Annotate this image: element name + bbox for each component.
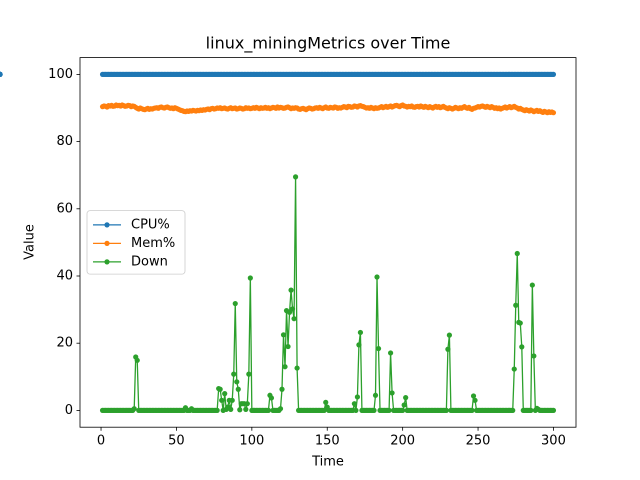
legend-marker (104, 259, 110, 265)
point (353, 407, 359, 413)
point (294, 365, 300, 371)
y-tick-label: 100 (48, 67, 73, 82)
point (228, 406, 234, 412)
point (443, 407, 449, 413)
point (237, 407, 243, 413)
point (0, 71, 3, 77)
point (354, 394, 361, 400)
point (279, 386, 285, 392)
point (550, 110, 557, 116)
x-tick-label: 200 (390, 434, 415, 449)
point (268, 395, 275, 401)
legend-label: Mem% (131, 236, 175, 251)
point (529, 282, 535, 288)
point (357, 329, 364, 336)
point (244, 401, 250, 407)
point (247, 275, 253, 281)
legend-label: CPU% (131, 217, 170, 232)
point (550, 71, 557, 77)
y-tick-label: 60 (56, 201, 73, 216)
point (374, 274, 380, 280)
point (234, 379, 240, 385)
point (375, 345, 382, 352)
point (401, 402, 407, 408)
chart-title: linux_miningMetrics over Time (206, 34, 451, 54)
point (235, 386, 241, 392)
point (243, 406, 249, 412)
point (469, 407, 475, 413)
point (528, 407, 534, 413)
point (400, 407, 406, 413)
legend: CPU% Mem% Down (86, 210, 186, 275)
point (321, 407, 327, 413)
point (550, 407, 557, 413)
point (387, 350, 394, 356)
point (513, 302, 519, 308)
point (217, 386, 223, 392)
point (291, 316, 297, 322)
point (517, 320, 523, 326)
x-tick-label: 100 (239, 434, 264, 449)
point (292, 174, 299, 180)
point (288, 287, 294, 293)
point (472, 397, 478, 403)
y-tick-label: 80 (56, 134, 73, 149)
x-tick-label: 0 (97, 434, 105, 449)
point (232, 300, 238, 307)
point (222, 391, 228, 397)
point (445, 346, 451, 352)
point (286, 309, 293, 315)
x-tick-label: 300 (541, 434, 566, 449)
point (280, 332, 287, 338)
legend-box (86, 210, 186, 275)
y-tick-label: 20 (56, 336, 73, 351)
legend-label: Down (131, 254, 168, 269)
axes-frame (79, 57, 577, 428)
point (514, 250, 520, 257)
y-tick-label: 40 (56, 269, 73, 284)
point (229, 397, 235, 403)
y-axis-label: Value (23, 224, 38, 260)
x-axis-label: Time (311, 455, 344, 470)
point (403, 395, 409, 401)
point (510, 407, 516, 413)
x-tick-label: 250 (466, 434, 491, 449)
point (351, 401, 357, 407)
point (277, 406, 284, 412)
point (470, 393, 477, 399)
y-tick-label: 0 (65, 403, 73, 418)
point (356, 342, 362, 348)
x-tick-label: 50 (168, 434, 185, 449)
point (214, 407, 220, 413)
point (134, 357, 140, 363)
point (289, 306, 296, 312)
point (446, 332, 452, 338)
point (282, 364, 288, 370)
point (531, 353, 537, 359)
point (371, 407, 377, 413)
point (285, 343, 291, 350)
point (131, 406, 137, 412)
point (219, 397, 225, 403)
legend-marker (104, 240, 110, 246)
point (511, 366, 517, 372)
point (231, 371, 237, 377)
legend-marker (104, 222, 110, 228)
point (389, 390, 395, 396)
point (372, 392, 379, 398)
point (386, 407, 392, 413)
point (519, 344, 525, 350)
point (265, 407, 272, 413)
point (246, 371, 252, 377)
x-tick-label: 150 (315, 434, 340, 449)
point (323, 399, 329, 405)
